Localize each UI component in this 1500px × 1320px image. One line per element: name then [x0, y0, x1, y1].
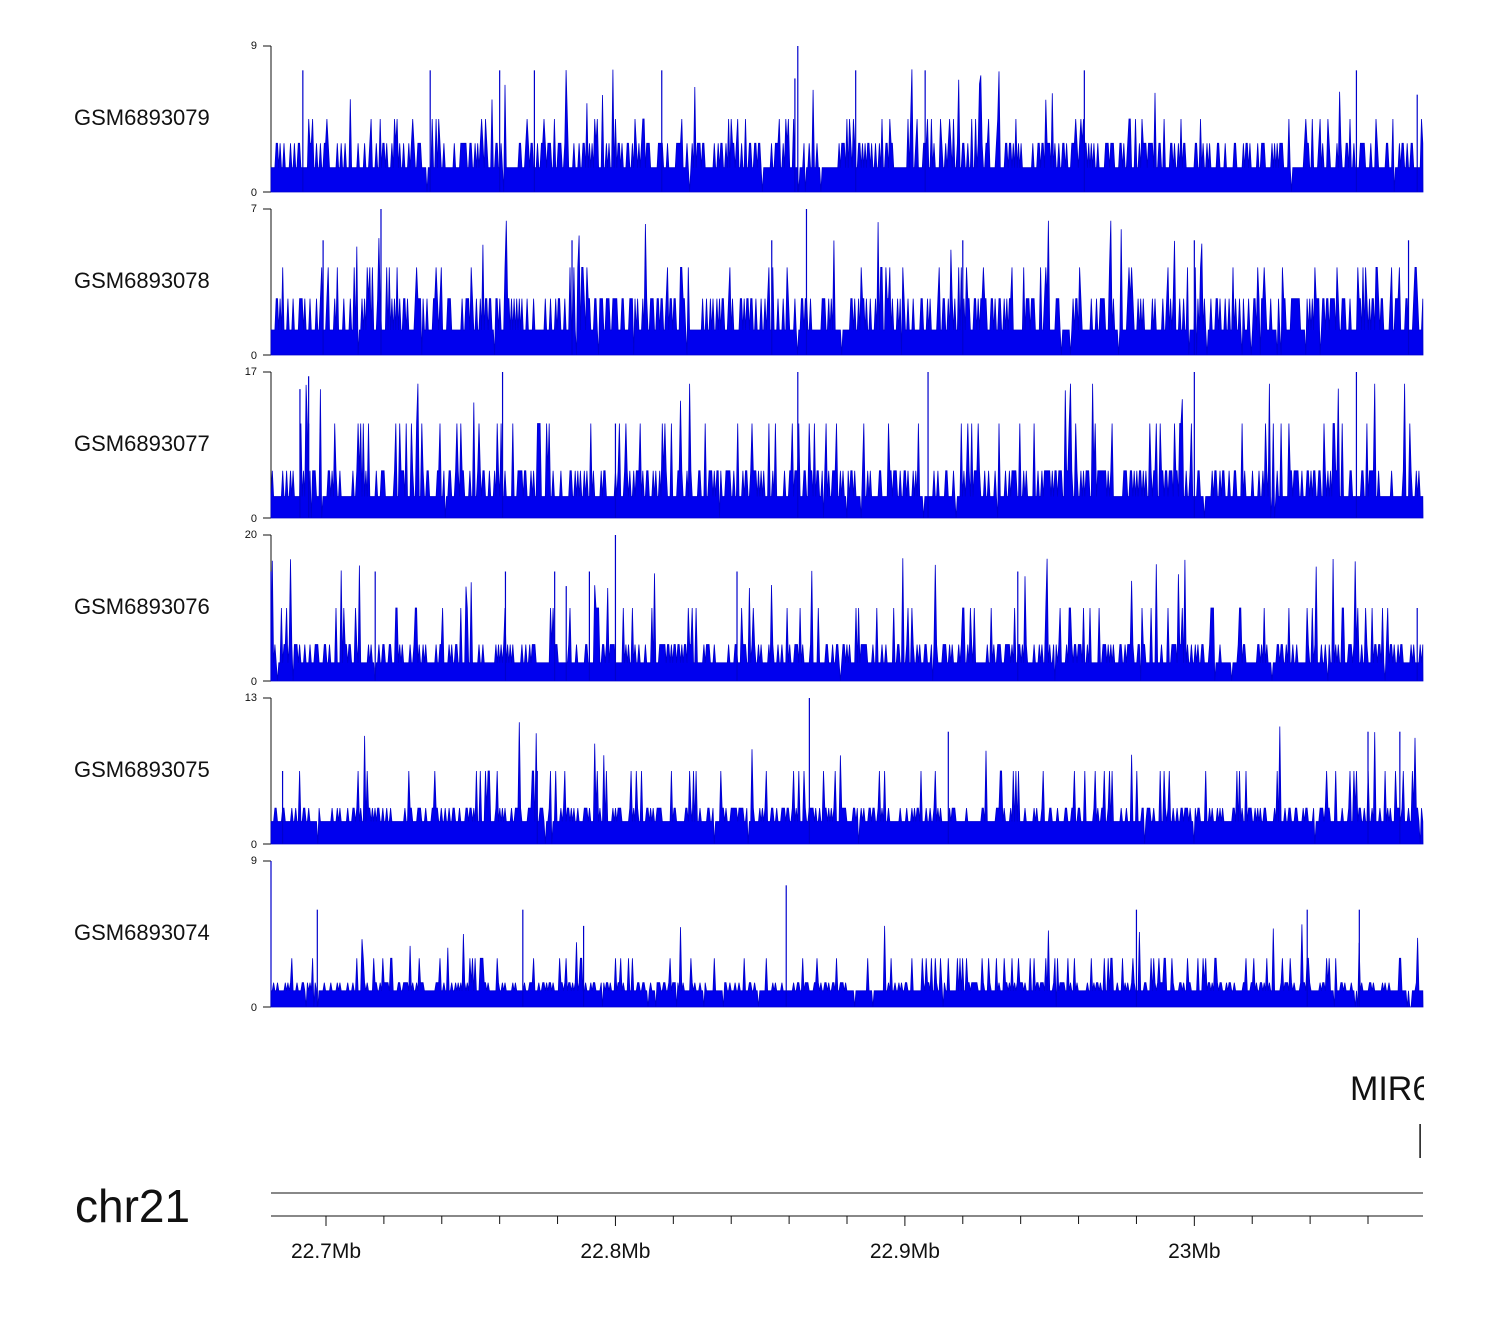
- signal-area: [270, 558, 1424, 682]
- y-min-label: 0: [251, 839, 257, 851]
- y-max-label: 17: [245, 366, 257, 378]
- track-label: GSM6893074: [74, 920, 210, 945]
- y-max-label: 20: [245, 529, 257, 541]
- axis-ticks: 22.7Mb 22.8Mb 22.9Mb 23Mb: [291, 1216, 1369, 1263]
- y-max-label: 13: [245, 692, 257, 704]
- chromosome-label: chr21: [75, 1180, 190, 1232]
- y-min-label: 0: [251, 187, 257, 199]
- axis-tick-label: 23Mb: [1168, 1240, 1221, 1263]
- track-label: GSM6893075: [74, 757, 210, 782]
- track-label: GSM6893079: [74, 105, 210, 130]
- track-GSM6893078: GSM6893078 7 0: [74, 203, 1424, 362]
- track-GSM6893076: GSM6893076 20 0: [74, 529, 1424, 688]
- clip-mask: [1424, 1060, 1500, 1170]
- y-max-label: 9: [251, 855, 257, 867]
- genome-axis: chr21 22.7Mb 22.8Mb 22.9Mb 23Mb: [75, 1180, 1423, 1263]
- track-GSM6893079: GSM6893079 9 0: [74, 40, 1424, 199]
- signal-area: [270, 722, 1424, 845]
- y-min-label: 0: [251, 350, 257, 362]
- signal-area: [270, 383, 1424, 519]
- y-max-label: 9: [251, 40, 257, 52]
- y-min-label: 0: [251, 676, 257, 688]
- track-GSM6893074: GSM6893074 9 0: [74, 855, 1424, 1014]
- track-GSM6893077: GSM6893077 17 0: [74, 366, 1424, 525]
- y-min-label: 0: [251, 513, 257, 525]
- y-max-label: 7: [251, 203, 257, 215]
- signal-area: [270, 924, 1424, 1008]
- track-label: GSM6893077: [74, 431, 210, 456]
- signal-area: [270, 69, 1424, 193]
- gene-annotation-track: MIR6: [1350, 1060, 1500, 1170]
- axis-tick-label: 22.7Mb: [291, 1240, 361, 1263]
- y-min-label: 0: [251, 1002, 257, 1014]
- signal-area: [270, 220, 1424, 356]
- track-label: GSM6893078: [74, 268, 210, 293]
- track-label: GSM6893076: [74, 594, 210, 619]
- track-GSM6893075: GSM6893075 13 0: [74, 692, 1424, 851]
- axis-tick-label: 22.9Mb: [870, 1240, 940, 1263]
- signal-tracks: GSM689307990GSM689307870GSM6893077170GSM…: [74, 40, 1424, 1014]
- gene-label: MIR6: [1350, 1070, 1431, 1108]
- axis-tick-label: 22.8Mb: [580, 1240, 650, 1263]
